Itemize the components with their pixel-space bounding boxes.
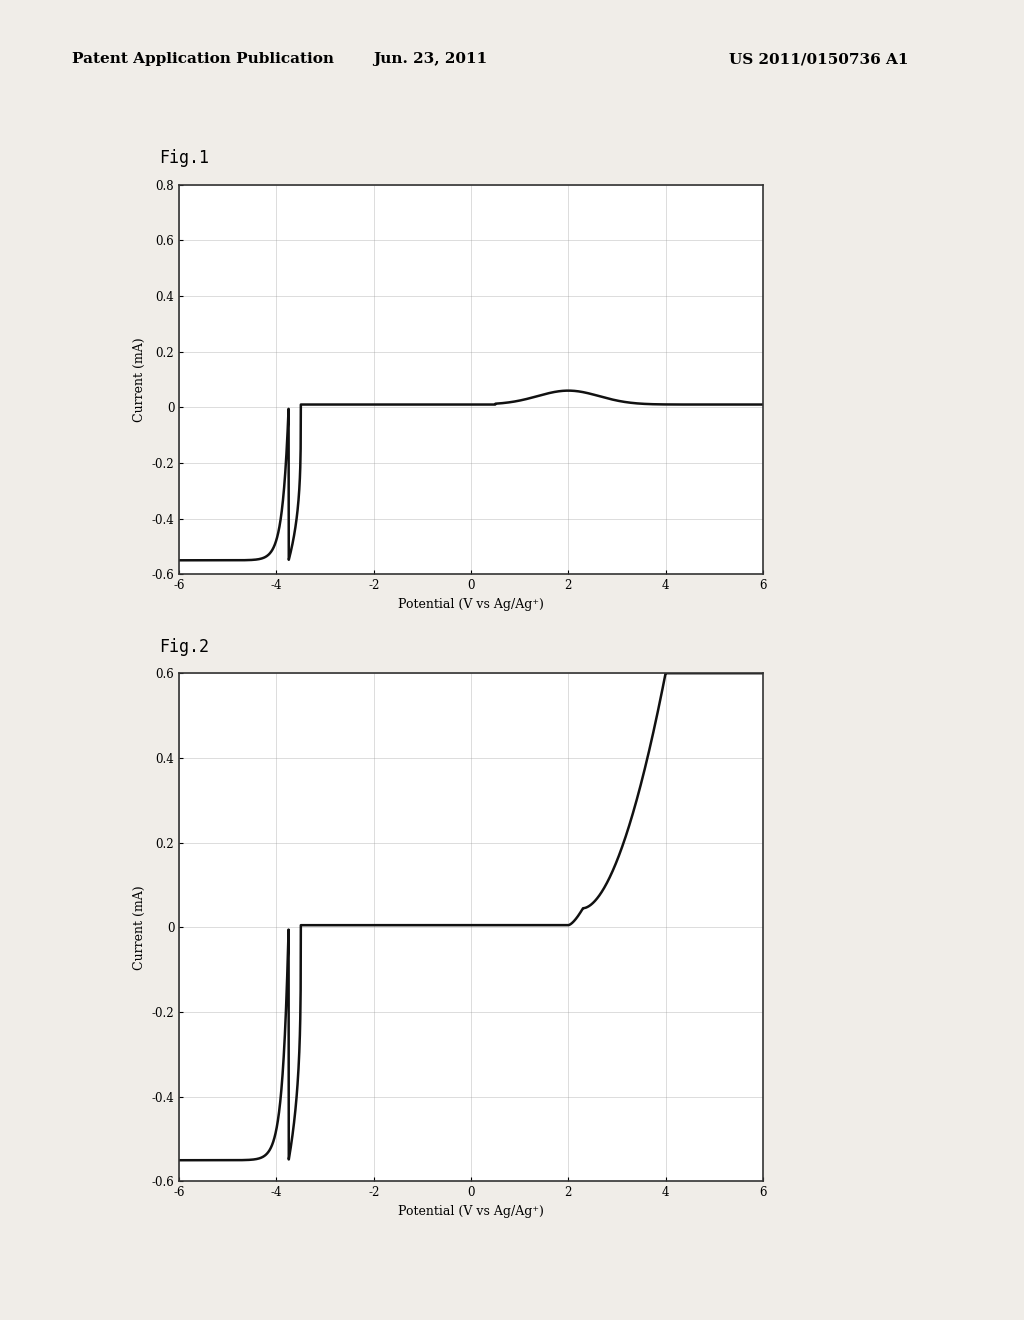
Y-axis label: Current (mA): Current (mA) xyxy=(133,337,146,422)
X-axis label: Potential (V vs Ag/Ag⁺): Potential (V vs Ag/Ag⁺) xyxy=(398,1205,544,1218)
Text: Jun. 23, 2011: Jun. 23, 2011 xyxy=(373,53,487,66)
Text: Fig.2: Fig.2 xyxy=(159,638,209,656)
Text: US 2011/0150736 A1: US 2011/0150736 A1 xyxy=(729,53,909,66)
Text: Patent Application Publication: Patent Application Publication xyxy=(72,53,334,66)
X-axis label: Potential (V vs Ag/Ag⁺): Potential (V vs Ag/Ag⁺) xyxy=(398,598,544,611)
Y-axis label: Current (mA): Current (mA) xyxy=(133,884,146,970)
Text: Fig.1: Fig.1 xyxy=(159,149,209,168)
